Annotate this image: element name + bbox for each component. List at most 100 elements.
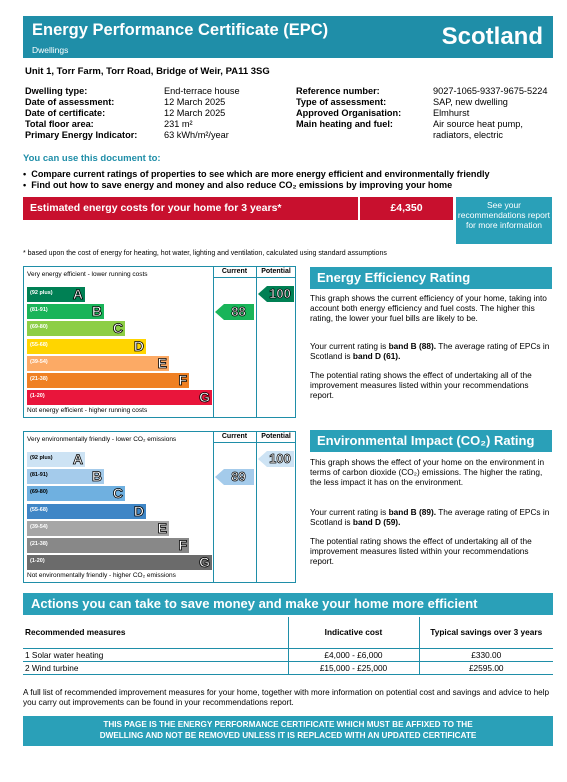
current-header: Current — [221, 268, 248, 275]
rating-band-e: (39-54) E — [27, 354, 169, 371]
chart-top-label: Very energy efficient - lower running co… — [27, 271, 148, 278]
rating-band-a: (92 plus) A — [27, 286, 85, 303]
cost-footnote: * based upon the cost of energy for heat… — [23, 250, 387, 257]
chart-header-rule — [213, 442, 296, 443]
see-recommendations-box: See your recommendations report for more… — [456, 197, 552, 244]
chart-top-label: Very environmentally friendly - lower CO… — [27, 436, 177, 443]
band-letter: F — [178, 537, 187, 554]
chart-bottom-label: Not energy efficient - higher running co… — [27, 407, 148, 414]
detail-row: Date of assessment: — [25, 97, 137, 108]
environmental-impact-title: Environmental Impact (CO₂) Rating — [310, 430, 552, 452]
detail-value: Air source heat pump, — [433, 119, 523, 129]
band-range: (21-38) — [30, 541, 48, 547]
band-range: (81-91) — [30, 307, 48, 314]
band-range: (55-68) — [30, 506, 48, 513]
band-letter: F — [178, 372, 187, 389]
rating-band-d: (55-68) D — [27, 337, 146, 354]
potential-rating-arrow: 100 — [258, 286, 294, 302]
current-rating-arrow: 88 — [215, 304, 254, 321]
table-header-row: Recommended measures Indicative cost Typ… — [23, 617, 553, 649]
rating-band-f: (21-38) F — [27, 537, 189, 554]
chart-divider — [256, 432, 257, 582]
potential-header: Potential — [261, 268, 291, 275]
ee-p2-text: Your current rating is — [310, 341, 389, 351]
rating-band-a: (92 plus) A — [27, 451, 85, 467]
potential-rating-arrow-value: 100 — [269, 451, 291, 467]
band-letter: A — [72, 286, 83, 303]
chart-header-rule — [213, 277, 296, 278]
ee-average-band: band D (61). — [352, 350, 401, 361]
current-rating-arrow-value: 89 — [231, 469, 246, 485]
chart-bottom-label: Not environmentally friendly - higher CO… — [27, 572, 176, 579]
ei-p2-text: Your current rating is — [310, 507, 389, 517]
detail-row: Total floor area: — [25, 119, 137, 130]
saving-cell: £330.00 — [418, 648, 553, 662]
potential-header: Potential — [261, 433, 291, 440]
band-range: (55-68) — [30, 341, 48, 348]
detail-value: 63 kWh/m²/year — [164, 130, 229, 140]
rating-band-c: (69-80) C — [27, 485, 125, 502]
ei-paragraph-2: Your current rating is band B (89). The … — [310, 507, 552, 528]
detail-label: Date of assessment: — [25, 97, 115, 107]
band-range: (92 plus) — [30, 455, 53, 461]
use-bullet: • Find out how to save energy and money … — [23, 180, 453, 190]
potential-rating-arrow-value: 100 — [269, 286, 291, 302]
table-row: 1 Solar water heating £4,000 - £6,000 £3… — [23, 648, 553, 662]
detail-row: Primary Energy Indicator: — [25, 130, 137, 141]
detail-label: Date of certificate: — [25, 108, 106, 118]
rating-band-g: (1-20) G — [27, 554, 212, 571]
actions-heading: Actions you can take to save money and m… — [23, 593, 553, 615]
footer-line-1: THIS PAGE IS THE ENERGY PERFORMANCE CERT… — [103, 720, 473, 729]
rating-band-e: (39-54) E — [27, 519, 169, 536]
detail-value: End-terrace house — [164, 86, 240, 96]
energy-efficiency-chart: Current Potential Very energy efficient … — [23, 266, 296, 418]
band-letter: E — [157, 354, 167, 371]
band-range: (39-54) — [30, 358, 48, 365]
detail-label: Reference number: — [296, 86, 380, 96]
ei-p2-text: The average rating of EPCs in Scotland i… — [310, 507, 550, 527]
rating-band-b: (81-91) B — [27, 303, 104, 320]
ee-p2-text: The average rating of EPCs in Scotland i… — [310, 341, 550, 361]
band-letter: D — [133, 502, 144, 519]
band-range: (81-91) — [30, 472, 48, 479]
country-label: Scotland — [441, 23, 543, 50]
detail-label: Type of assessment: — [296, 97, 387, 107]
details-right-values: 9027-1065-9337-9675-5224 SAP, new dwelli… — [433, 86, 547, 141]
band-letter: C — [112, 485, 123, 502]
detail-label: Dwelling type: — [25, 86, 88, 96]
certificate-footer: THIS PAGE IS THE ENERGY PERFORMANCE CERT… — [23, 716, 553, 746]
rating-band-f: (21-38) F — [27, 372, 189, 389]
band-letter: G — [199, 554, 211, 571]
energy-cost-bar: Estimated energy costs for your home for… — [23, 197, 453, 220]
cost-cell: £15,000 - £25,000 — [287, 661, 419, 675]
band-range: (21-38) — [30, 376, 48, 382]
ei-average-band: band D (59). — [352, 516, 401, 527]
detail-label: Approved Organisation: — [296, 108, 402, 118]
full-list-note: A full list of recommended improvement m… — [23, 688, 550, 707]
band-letter: B — [91, 468, 102, 485]
ee-paragraph-2: Your current rating is band B (88). The … — [310, 341, 552, 362]
column-header-cost: Indicative cost — [287, 617, 419, 649]
chart-divider — [213, 432, 214, 582]
detail-value: 231 m² — [164, 119, 193, 129]
footer-line-2: DWELLING AND NOT BE REMOVED UNLESS IT IS… — [99, 730, 477, 740]
energy-cost-amount: £4,350 — [358, 197, 453, 220]
detail-value: radiators, electric — [433, 130, 503, 140]
ee-current-band: band B (88). — [388, 341, 437, 351]
detail-value: SAP, new dwelling — [433, 97, 508, 107]
use-bullet-text: Compare current ratings of properties to… — [31, 169, 490, 179]
detail-value: 9027-1065-9337-9675-5224 — [433, 86, 548, 96]
cost-cell: £4,000 - £6,000 — [287, 648, 419, 662]
details-left: Dwelling type: Date of assessment: Date … — [25, 86, 137, 141]
current-rating-arrow-value: 88 — [231, 304, 246, 320]
detail-label: Total floor area: — [25, 119, 94, 129]
chart-divider — [213, 267, 214, 417]
ei-paragraph-3: The potential rating shows the effect of… — [310, 536, 532, 566]
property-address: Unit 1, Torr Farm, Torr Road, Bridge of … — [25, 66, 270, 77]
rating-band-g: (1-20) G — [27, 389, 212, 406]
use-heading: You can use this document to: — [23, 153, 161, 164]
details-left-values: End-terrace house 12 March 2025 12 March… — [164, 86, 240, 141]
detail-row: Date of certificate: — [25, 108, 137, 119]
rating-band-d: (55-68) D — [27, 502, 146, 519]
environmental-impact-chart: Current Potential Very environmentally f… — [23, 431, 296, 583]
